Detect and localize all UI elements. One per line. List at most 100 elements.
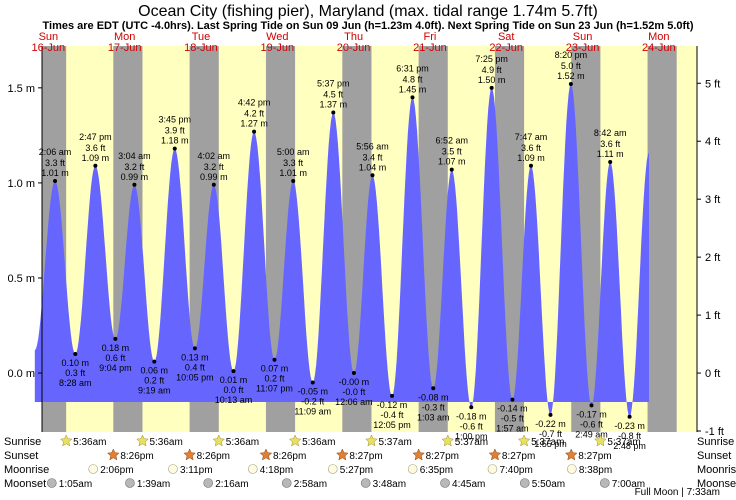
sunrise-label-left: Sunrise (4, 436, 41, 448)
high-m: 1.50 m (478, 75, 506, 85)
sunrise-icon (441, 434, 455, 447)
high-ft: 4.8 ft (402, 74, 423, 84)
tide-point (272, 357, 277, 362)
y-tick-label-right: 4 ft (705, 136, 720, 148)
low-ft: -0.4 ft (381, 410, 405, 420)
low-m: -0.00 m (339, 377, 370, 387)
sunset-icon (488, 448, 502, 461)
sunrise-time: 5:36am (149, 437, 182, 448)
low-time: 1:57 am (496, 424, 529, 434)
low-ft: -0.3 ft (422, 402, 446, 412)
high-ft: 3.4 ft (362, 152, 383, 162)
low-ft: -0.2 ft (301, 397, 325, 407)
y-tick-label-right: 0 ft (705, 368, 720, 380)
low-ft: 0.4 ft (185, 362, 206, 372)
high-time: 5:37 pm (317, 79, 350, 89)
moonrise-icon (487, 464, 498, 474)
moonrise-time: 4:18pm (260, 465, 293, 476)
high-ft: 3.2 ft (124, 162, 145, 172)
y-tick-label-left: 0.5 m (7, 273, 35, 285)
low-ft: 0.0 ft (223, 385, 244, 395)
tide-point (331, 110, 336, 115)
high-m: 0.99 m (200, 172, 228, 182)
tide-point (310, 380, 315, 385)
high-time: 3:45 pm (158, 115, 191, 125)
high-m: 1.45 m (399, 84, 427, 94)
low-ft: -0.0 ft (342, 387, 366, 397)
high-ft: 4.5 ft (323, 90, 344, 100)
tide-series (34, 84, 650, 417)
tide-point (449, 167, 454, 172)
tide-point (351, 371, 356, 376)
high-m: 1.04 m (359, 162, 387, 172)
tide-point (627, 414, 632, 419)
high-time: 5:56 am (356, 141, 389, 151)
moonrise-time: 3:11pm (180, 465, 213, 476)
moonrise-icon (88, 464, 98, 474)
low-time: 10:05 pm (176, 372, 214, 382)
moonrise-time: 5:27pm (340, 465, 373, 476)
y-tick-label-left: 1.5 m (7, 83, 35, 95)
moonrise-time: 7:40pm (499, 465, 532, 476)
high-time: 6:31 pm (396, 63, 429, 73)
low-time: 2:49 am (575, 429, 608, 439)
sunset-icon (336, 448, 349, 461)
high-ft: 5.0 ft (561, 61, 582, 71)
sunrise-icon (59, 434, 73, 447)
moonset-label-left: Moonset (4, 478, 46, 490)
low-time: 1:03 am (417, 412, 450, 422)
full-moon-note: Full Moon | 7:33am (635, 487, 720, 498)
sunset-label-right: Sunset (697, 450, 731, 462)
y-tick-label-left: 0.0 m (7, 368, 35, 380)
sunrise-icon (594, 434, 607, 447)
high-time: 5:00 am (277, 147, 310, 157)
high-ft: 3.3 ft (45, 158, 66, 168)
sunset-time: 8:26pm (273, 451, 306, 462)
tide-point (589, 403, 594, 408)
low-ft: -0.6 ft (580, 419, 604, 429)
tide-point (528, 163, 533, 168)
sunrise-icon (517, 434, 531, 447)
low-m: -0.22 m (535, 419, 566, 429)
sunset-icon (259, 448, 273, 461)
low-m: -0.23 m (614, 421, 645, 431)
day-name: Sun (573, 31, 593, 43)
sun-moon-rows: Sunrise Sunrise 5:36am 5:36am 5:36am 5:36am 5:… (4, 434, 736, 490)
night-band (647, 46, 677, 432)
tide-point (568, 82, 573, 87)
moonset-time: 4:45am (452, 479, 485, 490)
tide-point (152, 359, 157, 364)
tide-point (510, 397, 515, 402)
moonset-icon (47, 478, 57, 488)
sunrise-time: 5:37am (531, 437, 564, 448)
tide-labels: 2:06 am3.3 ft1.01 m0.10 m0.3 ft8:28 am2:… (39, 50, 646, 451)
low-time: 11:07 pm (256, 384, 293, 394)
y-tick-label-right: 5 ft (705, 78, 720, 90)
moonset-time: 1:05am (59, 479, 92, 490)
low-m: 0.13 m (181, 352, 209, 362)
sunrise-time: 5:37am (607, 437, 640, 448)
low-m: 0.01 m (220, 375, 248, 385)
day-name: Fri (423, 31, 436, 43)
high-m: 1.27 m (240, 119, 268, 129)
y-tick-label-left: 1.0 m (7, 178, 35, 190)
sunrise-time: 5:36am (226, 437, 259, 448)
low-m: -0.12 m (377, 400, 408, 410)
moonrise-icon (567, 464, 577, 474)
high-m: 1.09 m (82, 153, 110, 163)
low-m: -0.14 m (497, 404, 528, 414)
moonset-time: 5:50am (532, 479, 565, 490)
day-name: Sun (39, 31, 59, 43)
y-tick-label-right: 2 ft (705, 252, 720, 264)
sunset-time: 8:26pm (120, 451, 153, 462)
high-time: 7:47 am (515, 132, 548, 142)
low-time: 1:00 pm (455, 431, 488, 441)
day-date: 22-Jun (489, 42, 523, 54)
high-ft: 3.3 ft (283, 158, 304, 168)
high-ft: 3.9 ft (165, 126, 186, 136)
low-ft: -0.5 ft (501, 414, 525, 424)
sunrise-time: 5:36am (73, 437, 106, 448)
sunset-label-left: Sunset (4, 450, 38, 462)
moonrise-time: 2:06pm (100, 465, 133, 476)
